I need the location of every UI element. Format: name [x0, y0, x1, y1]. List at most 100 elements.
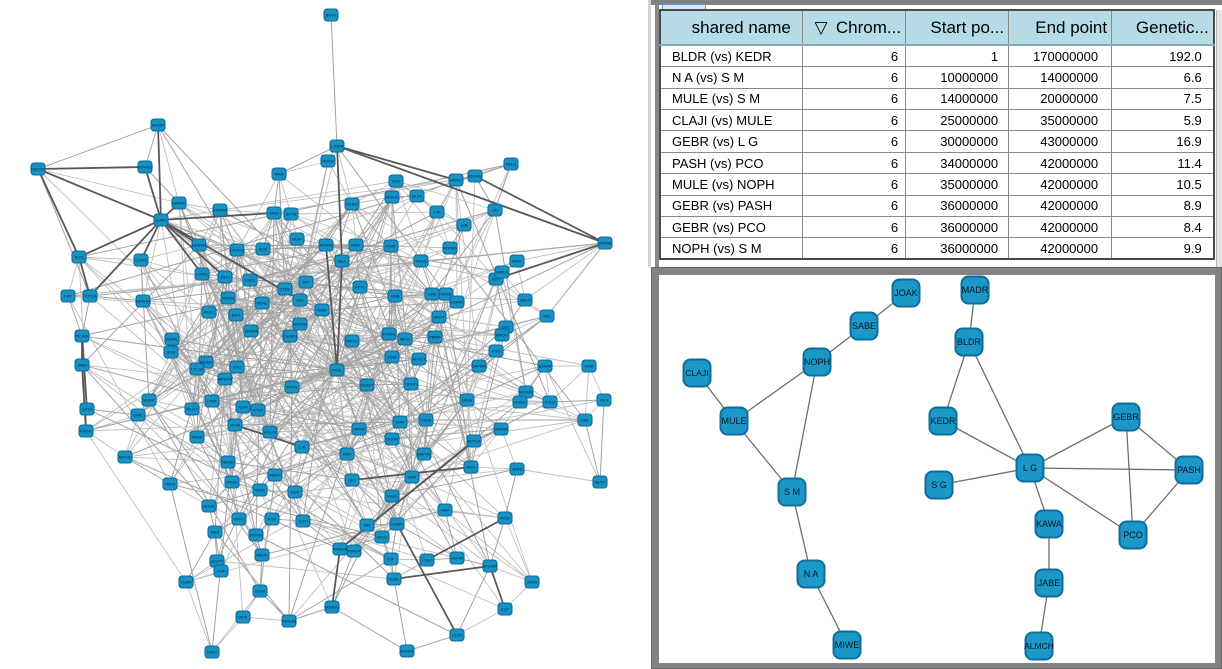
svg-text:MAFIW: MAFIW	[417, 452, 431, 457]
svg-text:LIR: LIR	[492, 208, 498, 213]
svg-text:ULTN: ULTN	[452, 633, 462, 638]
svg-text:BKTU: BKTU	[326, 13, 337, 18]
svg-text:PMJB: PMJB	[192, 435, 203, 440]
svg-text:OUWK: OUWK	[391, 522, 404, 527]
svg-text:OAPWM: OAPWM	[471, 364, 487, 369]
svg-text:CEAKT: CEAKT	[360, 383, 374, 388]
svg-text:DBNPF: DBNPF	[172, 201, 186, 206]
svg-text:AKNFE: AKNFE	[319, 243, 333, 248]
svg-text:MULE: MULE	[721, 416, 746, 426]
svg-text:UMF: UMF	[408, 475, 417, 480]
svg-text:MSNL: MSNL	[256, 301, 268, 306]
svg-text:JOAK: JOAK	[894, 288, 918, 298]
svg-text:BOW: BOW	[512, 259, 522, 264]
svg-text:PASH: PASH	[1177, 465, 1201, 475]
svg-text:NEI: NEI	[364, 523, 371, 528]
svg-text:TJF: TJF	[388, 557, 395, 562]
svg-text:NGUS: NGUS	[386, 195, 398, 200]
svg-text:SMH: SMH	[396, 420, 405, 425]
svg-text:OKJ: OKJ	[600, 398, 608, 403]
svg-text:CAJGG: CAJGG	[230, 248, 244, 253]
svg-text:LJRKR: LJRKR	[331, 144, 344, 149]
svg-text:CSDE: CSDE	[420, 418, 431, 423]
svg-text:ALMCH: ALMCH	[1024, 641, 1054, 651]
svg-text:STGN: STGN	[286, 385, 297, 390]
svg-text:FNS: FNS	[492, 349, 500, 354]
svg-text:LTMT: LTMT	[207, 399, 218, 404]
svg-text:CHJWG: CHJWG	[283, 334, 298, 339]
svg-text:WFBTM: WFBTM	[218, 377, 233, 382]
svg-text:IOIC: IOIC	[233, 365, 241, 370]
svg-text:NOPH: NOPH	[804, 357, 830, 367]
svg-text:AFNP: AFNP	[253, 408, 264, 413]
svg-text:WHE: WHE	[238, 615, 248, 620]
svg-text:TJK: TJK	[433, 210, 440, 215]
svg-text:PCO: PCO	[1123, 530, 1143, 540]
svg-text:UDL: UDL	[581, 418, 590, 423]
svg-text:MNB: MNB	[391, 294, 400, 299]
svg-text:PMOH: PMOH	[250, 533, 262, 538]
svg-text:GSFMI: GSFMI	[451, 556, 464, 561]
svg-text:NKJA: NKJA	[462, 398, 473, 403]
svg-text:GEBR: GEBR	[1113, 412, 1139, 422]
svg-text:AFKET: AFKET	[413, 357, 426, 362]
svg-text:GRE: GRE	[428, 292, 437, 297]
svg-text:IWBT: IWBT	[351, 243, 362, 248]
svg-text:ERT: ERT	[64, 294, 72, 299]
svg-text:HUF: HUF	[217, 569, 226, 574]
svg-text:MEA: MEA	[275, 172, 284, 177]
svg-text:HGIGF: HGIGF	[200, 360, 213, 365]
svg-text:SMMM: SMMM	[245, 329, 258, 334]
svg-text:JBMJ: JBMJ	[77, 363, 87, 368]
svg-text:NUIK: NUIK	[317, 308, 327, 313]
svg-text:CGRL: CGRL	[388, 577, 400, 582]
svg-text:NIFI: NIFI	[348, 478, 356, 483]
svg-text:DNJI: DNJI	[270, 211, 279, 216]
svg-text:TNWUK: TNWUK	[333, 547, 348, 552]
svg-text:MADR: MADR	[962, 285, 989, 295]
svg-text:JABE: JABE	[1038, 578, 1061, 588]
svg-text:MPHIL: MPHIL	[119, 455, 132, 460]
svg-text:KWDF: KWDF	[80, 429, 92, 434]
svg-text:TEEK: TEEK	[255, 488, 266, 493]
svg-text:MEK: MEK	[211, 530, 220, 535]
svg-text:CFOB: CFOB	[440, 292, 451, 297]
svg-text:EGF: EGF	[291, 490, 300, 495]
svg-text:HCUJ: HCUJ	[377, 535, 388, 540]
svg-text:KEDR: KEDR	[930, 416, 956, 426]
svg-text:ERO: ERO	[232, 313, 241, 318]
svg-text:EUT: EUT	[501, 607, 510, 612]
svg-text:KTTUI: KTTUI	[84, 294, 96, 299]
svg-text:PKSL: PKSL	[332, 368, 343, 373]
svg-text:MIWE: MIWE	[835, 640, 860, 650]
svg-text:RSSM: RSSM	[222, 296, 234, 301]
svg-text:APFL: APFL	[234, 517, 245, 522]
svg-text:LWAG: LWAG	[196, 272, 207, 277]
svg-text:RFJU: RFJU	[227, 480, 237, 485]
svg-text:OMFO: OMFO	[269, 473, 281, 478]
svg-text:S M: S M	[784, 487, 800, 497]
svg-text:BCKLB: BCKLB	[467, 439, 480, 444]
svg-text:WJGK: WJGK	[143, 398, 155, 403]
svg-text:IFIT: IFIT	[302, 280, 310, 285]
svg-text:KDS: KDS	[492, 277, 501, 282]
svg-text:FJLN: FJLN	[545, 400, 555, 405]
svg-text:JNTJ: JNTJ	[220, 275, 229, 280]
svg-text:CFC: CFC	[502, 325, 510, 330]
svg-text:PFPWS: PFPWS	[443, 246, 458, 251]
svg-text:PKJRD: PKJRD	[75, 334, 88, 339]
svg-text:JKOO: JKOO	[527, 580, 538, 585]
svg-text:OLBUL: OLBUL	[513, 400, 527, 405]
svg-text:ESNMA: ESNMA	[213, 208, 228, 213]
svg-text:UGF: UGF	[392, 179, 401, 184]
svg-text:JCFH: JCFH	[298, 519, 308, 524]
svg-text:AIGSP: AIGSP	[152, 123, 165, 128]
svg-text:IANG: IANG	[387, 494, 397, 499]
svg-text:FECN: FECN	[416, 259, 427, 264]
svg-text:RSCDN: RSCDN	[31, 167, 45, 172]
svg-text:SABE: SABE	[852, 321, 876, 331]
svg-text:GBGJN: GBGJN	[282, 619, 296, 624]
svg-text:OUHR: OUHR	[386, 437, 398, 442]
svg-text:AGWL: AGWL	[166, 337, 179, 342]
svg-text:TMTA: TMTA	[165, 482, 176, 487]
